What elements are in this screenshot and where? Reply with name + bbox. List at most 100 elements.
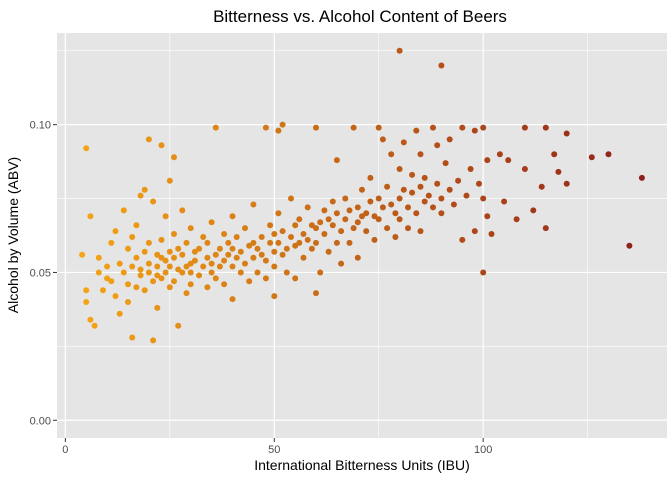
- data-point: [179, 269, 186, 276]
- data-point: [430, 204, 436, 211]
- data-point: [212, 251, 219, 258]
- data-point: [83, 287, 90, 294]
- data-point: [417, 151, 424, 158]
- data-point: [505, 157, 512, 164]
- data-point: [145, 260, 152, 267]
- data-point: [267, 222, 274, 229]
- data-point: [446, 136, 453, 143]
- data-point: [421, 174, 428, 181]
- data-point: [438, 210, 445, 217]
- data-point: [258, 251, 265, 258]
- data-point: [95, 269, 102, 276]
- data-point: [175, 245, 182, 252]
- data-point: [459, 236, 466, 243]
- chart-title: Bitterness vs. Alcohol Content of Beers: [213, 7, 507, 26]
- data-point: [588, 154, 595, 161]
- data-point: [480, 124, 487, 131]
- data-point: [513, 216, 520, 223]
- data-point: [242, 225, 248, 232]
- data-point: [317, 219, 324, 226]
- data-point: [137, 272, 144, 279]
- data-point: [359, 213, 365, 220]
- data-point: [313, 124, 319, 131]
- data-point: [221, 281, 228, 288]
- data-point: [212, 124, 219, 131]
- data-point: [196, 272, 203, 279]
- data-point: [250, 239, 257, 246]
- data-point: [392, 234, 399, 240]
- data-point: [379, 204, 386, 211]
- data-point: [605, 151, 612, 158]
- data-point: [133, 284, 140, 291]
- data-point: [367, 174, 374, 181]
- data-point: [87, 316, 94, 323]
- data-point: [496, 151, 503, 158]
- data-point: [154, 251, 161, 258]
- data-point: [342, 216, 349, 223]
- x-axis-title: International Bitterness Units (IBU): [254, 457, 470, 473]
- grid-major: [57, 33, 667, 438]
- data-point: [471, 127, 478, 134]
- data-point: [154, 263, 161, 270]
- plot-panel: [57, 33, 667, 438]
- data-point: [237, 269, 244, 276]
- data-point: [338, 228, 345, 235]
- y-tick-label: 0.05: [30, 267, 51, 279]
- data-point: [438, 195, 445, 202]
- data-point: [200, 263, 207, 270]
- data-point: [480, 269, 487, 276]
- data-point: [350, 225, 357, 232]
- data-point: [129, 263, 136, 270]
- data-point: [379, 136, 386, 143]
- data-point: [333, 210, 340, 217]
- data-point: [200, 234, 207, 240]
- data-point: [338, 260, 345, 267]
- data-point: [179, 251, 186, 258]
- data-point: [133, 254, 140, 261]
- data-point: [275, 127, 282, 134]
- data-point: [154, 304, 161, 311]
- data-point: [434, 142, 441, 149]
- data-point: [354, 204, 361, 211]
- data-point: [304, 236, 311, 243]
- data-point: [363, 210, 370, 217]
- data-point: [125, 245, 131, 252]
- data-point: [279, 251, 286, 258]
- data-point: [400, 139, 407, 146]
- grid-minor: [57, 33, 667, 438]
- data-point: [225, 251, 232, 258]
- data-point: [104, 263, 111, 270]
- data-point: [112, 228, 119, 235]
- data-point: [162, 269, 169, 276]
- data-point: [542, 225, 549, 232]
- data-point: [229, 213, 236, 220]
- data-point: [317, 269, 324, 276]
- data-point: [166, 248, 173, 255]
- data-point: [116, 310, 123, 317]
- data-point: [371, 213, 378, 220]
- data-point: [300, 254, 307, 261]
- data-point: [250, 254, 257, 261]
- data-point: [150, 337, 157, 344]
- data-point: [388, 201, 395, 208]
- data-point: [425, 192, 432, 199]
- data-point: [484, 157, 491, 164]
- data-point: [116, 260, 123, 267]
- data-point: [375, 216, 382, 223]
- data-point: [112, 293, 119, 300]
- data-point: [175, 322, 182, 329]
- data-point: [262, 275, 269, 282]
- data-point: [329, 222, 336, 229]
- data-point: [396, 47, 403, 54]
- data-point: [350, 124, 357, 131]
- data-point: [166, 284, 173, 291]
- data-point: [521, 124, 528, 131]
- data-point: [392, 210, 399, 217]
- data-point: [233, 234, 240, 240]
- data-point: [267, 239, 274, 246]
- data-point: [288, 195, 294, 202]
- data-point: [212, 275, 219, 282]
- data-point: [283, 269, 290, 276]
- data-point: [141, 287, 148, 294]
